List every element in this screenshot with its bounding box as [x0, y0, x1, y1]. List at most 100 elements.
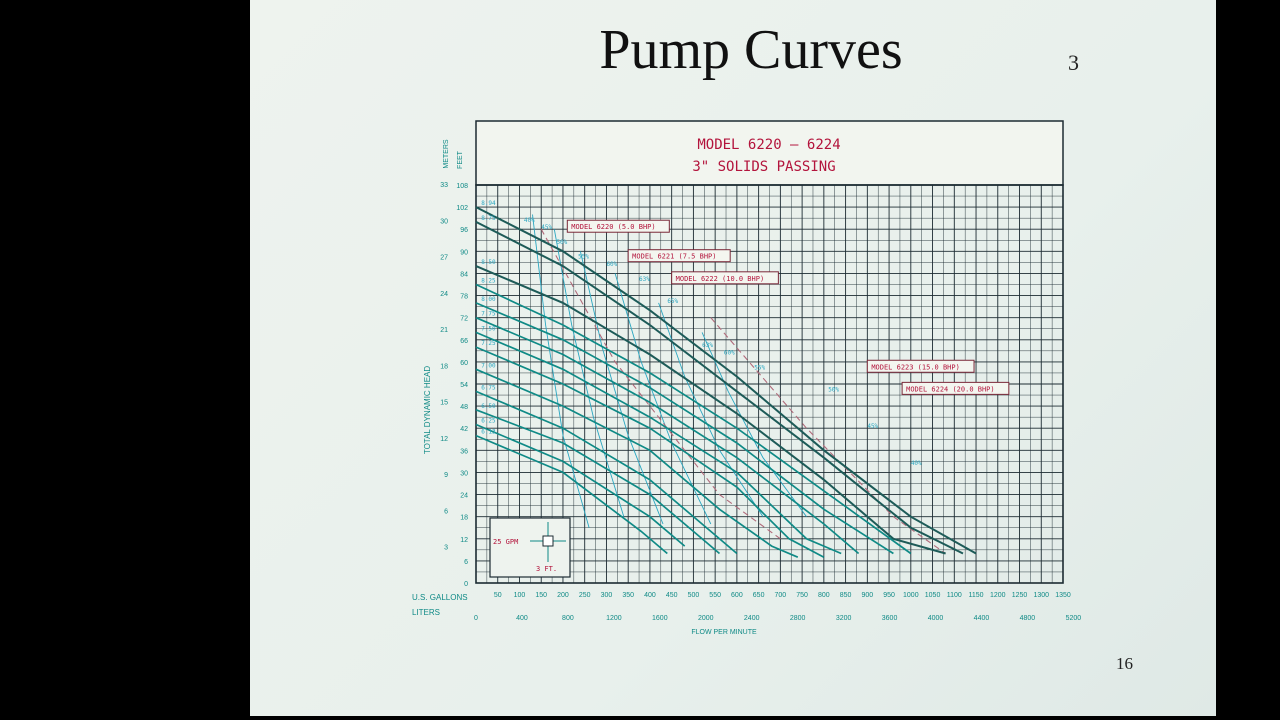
impeller-label: 8.75	[481, 215, 496, 222]
y-tick-label-meters: 30	[440, 218, 448, 225]
impeller-label: 6.13	[481, 429, 496, 436]
x-axis-label-bottom: FLOW PER MINUTE	[691, 629, 757, 636]
impeller-label: 6.25	[481, 418, 496, 425]
y-tick-label-feet: 78	[460, 294, 468, 301]
chart-title: MODEL 6220 – 6224	[697, 137, 840, 153]
efficiency-label: 63%	[639, 276, 650, 283]
y-tick-label-feet: 42	[460, 426, 468, 433]
x-tick-label-liters: 0	[474, 615, 478, 622]
x-tick-label-gpm: 950	[883, 592, 895, 599]
model-label-box	[901, 381, 1010, 395]
impeller-label: 8.25	[481, 278, 496, 285]
efficiency-contour	[553, 229, 625, 517]
x-tick-label-liters: 1600	[652, 615, 668, 622]
efficiency-contour	[614, 273, 712, 525]
x-tick-label-gpm: 800	[818, 592, 830, 599]
y-tick-label-meters: 27	[440, 255, 448, 262]
efficiency-label: 45%	[541, 224, 552, 231]
y-tick-label-feet: 0	[464, 581, 468, 588]
y-tick-label-feet: 108	[456, 183, 468, 190]
x-tick-label-gpm: 1250	[1012, 592, 1028, 599]
efficiency-label: 50%	[556, 239, 567, 246]
x-tick-label-gpm: 250	[579, 592, 591, 599]
impeller-label: 6.75	[481, 384, 496, 391]
head-curve-series	[475, 434, 668, 555]
model-label-box	[671, 271, 779, 285]
x-tick-label-gpm: 400	[644, 592, 656, 599]
model-label: MODEL 6223 (15.0 BHP)	[871, 363, 960, 371]
y-axis-unit-meters: METERS	[443, 139, 450, 169]
x-tick-label-liters: 4000	[928, 615, 944, 622]
efficiency-label: 60%	[606, 261, 617, 268]
model-label: MODEL 6224 (20.0 BHP)	[906, 385, 995, 393]
y-tick-label-feet: 54	[460, 382, 468, 389]
y-tick-label-feet: 66	[460, 338, 468, 345]
x-tick-label-gpm: 1150	[969, 592, 984, 599]
scale-box-flow: 25 GPM	[493, 538, 518, 546]
model-label: MODEL 6221 (7.5 BHP)	[632, 253, 716, 261]
y-tick-label-feet: 72	[460, 316, 468, 323]
head-curve-series	[475, 206, 977, 555]
y-tick-label-feet: 36	[460, 448, 468, 455]
slide-page-number: 16	[1116, 654, 1133, 673]
x-tick-label-liters: 3200	[836, 615, 852, 622]
head-curve-series	[475, 423, 686, 547]
impeller-label: 7.50	[481, 325, 496, 332]
chart-labels-group: 8.94 8.75 8.50 8.25 8.00 7.75 7.50 7.25 7.00 6.75…	[440, 182, 1081, 622]
x-tick-label-gpm: 350	[622, 592, 634, 599]
efficiency-label: 45%	[867, 423, 878, 430]
chart-title-box	[475, 120, 1064, 186]
x-tick-label-liters: 4800	[1020, 615, 1036, 622]
model-label-box	[627, 249, 731, 263]
efficiency-label: 55%	[578, 254, 589, 261]
npsh-curve	[540, 228, 781, 540]
y-axis-unit-feet: FEET	[457, 150, 464, 169]
x-tick-label-gpm: 850	[840, 592, 852, 599]
y-tick-label-meters: 3	[444, 545, 448, 552]
y-tick-label-meters: 18	[440, 363, 448, 370]
slide-title: Pump Curves	[599, 19, 903, 81]
y-tick-label-feet: 96	[460, 227, 468, 234]
scale-box-frame	[489, 517, 571, 578]
efficiency-label: 55%	[754, 364, 765, 371]
efficiency-label: 65%	[667, 298, 678, 305]
y-tick-label-feet: 30	[460, 470, 468, 477]
x-axis-label-gallons: U.S. GALLONS	[412, 593, 468, 602]
y-tick-label-feet: 6	[464, 559, 468, 566]
x-axis-label-liters: LITERS	[412, 608, 440, 617]
x-tick-label-gpm: 100	[514, 592, 526, 599]
efficiency-label: 50%	[828, 386, 839, 393]
x-tick-label-gpm: 1000	[903, 592, 919, 599]
x-tick-label-gpm: 650	[753, 592, 765, 599]
head-curve-series	[475, 368, 799, 558]
x-tick-label-gpm: 300	[601, 592, 613, 599]
npsh-curve	[710, 317, 946, 554]
scale-box-square	[542, 535, 554, 547]
x-tick-label-liters: 800	[562, 615, 574, 622]
x-tick-label-liters: 2800	[790, 615, 806, 622]
head-curve-series	[475, 346, 825, 558]
x-tick-label-gpm: 600	[731, 592, 743, 599]
model-label-box	[866, 359, 975, 373]
impeller-label: 7.75	[481, 311, 496, 318]
y-tick-label-feet: 60	[460, 360, 468, 367]
y-tick-label-meters: 12	[440, 436, 448, 443]
x-tick-label-gpm: 450	[666, 592, 678, 599]
y-tick-label-meters: 9	[444, 472, 448, 479]
y-tick-label-meters: 33	[440, 182, 448, 189]
x-tick-label-liters: 2000	[698, 615, 714, 622]
x-tick-label-liters: 5200	[1066, 615, 1082, 622]
model-label: MODEL 6220 (5.0 BHP)	[571, 223, 655, 231]
slide: Pump Curves 3 16	[250, 0, 1216, 716]
y-tick-label-meters: 21	[440, 327, 448, 334]
efficiency-label: 40%	[524, 217, 535, 224]
y-tick-label-feet: 90	[460, 249, 468, 256]
x-tick-label-gpm: 150	[535, 592, 547, 599]
y-tick-label-meters: 15	[440, 400, 448, 407]
x-tick-label-liters: 3600	[882, 615, 898, 622]
head-curve-series	[475, 316, 860, 555]
x-tick-label-gpm: 1200	[990, 592, 1006, 599]
scale-box: 25 GPM 3 FT.	[489, 517, 571, 578]
x-tick-label-liters: 4400	[974, 615, 990, 622]
head-curve-series	[475, 265, 946, 555]
